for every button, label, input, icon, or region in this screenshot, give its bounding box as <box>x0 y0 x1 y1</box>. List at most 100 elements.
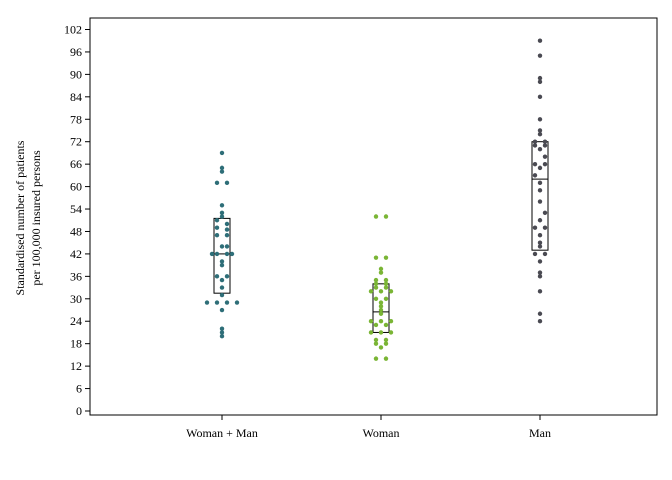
y-tick-label: 90 <box>70 67 82 81</box>
data-point <box>542 251 548 257</box>
y-tick-label: 102 <box>64 23 82 37</box>
data-point <box>378 319 384 324</box>
x-axis: Woman + Man Woman Man <box>186 415 551 440</box>
data-point <box>532 161 538 167</box>
data-point <box>378 345 384 350</box>
data-point <box>219 169 225 174</box>
y-tick-label: 36 <box>70 269 82 283</box>
data-point <box>373 356 379 361</box>
data-point <box>383 255 389 260</box>
data-point <box>219 285 225 290</box>
data-point <box>373 285 379 290</box>
plot-frame <box>89 17 658 416</box>
data-point <box>219 210 225 215</box>
data-point <box>537 270 543 275</box>
data-point <box>204 300 210 305</box>
x-tick-label: Woman <box>362 426 399 440</box>
data-point <box>537 75 543 81</box>
data-point <box>537 180 543 186</box>
data-point <box>373 281 379 287</box>
data-point <box>532 139 538 144</box>
data-point <box>219 244 225 249</box>
data-point <box>219 262 225 268</box>
data-point <box>383 337 389 343</box>
data-point <box>214 233 220 238</box>
data-point <box>383 296 389 301</box>
data-point <box>219 259 225 264</box>
data-point <box>532 173 538 178</box>
y-tick-label: 96 <box>70 45 82 59</box>
data-point <box>214 218 220 223</box>
x-tick-label: Man <box>529 426 551 440</box>
data-point <box>378 266 384 272</box>
y-tick-label: 0 <box>76 404 82 418</box>
data-point <box>224 180 230 186</box>
data-point <box>388 319 394 324</box>
data-point <box>373 322 379 328</box>
data-point <box>219 330 225 335</box>
data-point <box>219 214 225 219</box>
data-point <box>537 233 543 238</box>
x-tick-label: Woman + Man <box>186 426 258 440</box>
data-point <box>383 341 389 346</box>
y-tick-label: 78 <box>70 112 82 126</box>
points-layer <box>204 38 548 361</box>
data-point <box>378 289 384 294</box>
y-tick-label: 48 <box>70 224 82 238</box>
data-point <box>224 227 230 232</box>
data-point <box>219 203 225 208</box>
data-point <box>219 333 225 339</box>
data-point <box>383 356 389 361</box>
data-point <box>219 326 225 331</box>
data-point <box>373 337 379 343</box>
data-point <box>542 154 548 159</box>
data-point <box>537 188 543 193</box>
data-point <box>219 292 225 298</box>
data-point <box>234 300 240 305</box>
data-point <box>219 165 225 171</box>
data-point <box>537 218 543 223</box>
data-point <box>214 274 220 279</box>
data-point <box>537 53 543 58</box>
data-point <box>388 330 394 335</box>
data-point <box>368 289 374 294</box>
y-tick-label: 72 <box>70 135 82 149</box>
data-point <box>537 38 543 43</box>
data-point <box>537 132 543 137</box>
y-tick-label: 30 <box>70 292 82 306</box>
data-point <box>224 221 230 227</box>
data-point <box>219 277 225 283</box>
data-point <box>537 146 543 152</box>
y-axis-title-line-1: Standardised number of patients <box>13 140 27 295</box>
y-tick-label: 24 <box>70 314 82 328</box>
data-point <box>537 274 543 279</box>
data-point <box>378 270 384 275</box>
data-point <box>368 319 374 324</box>
y-tick-label: 6 <box>76 382 82 396</box>
data-point <box>383 285 389 290</box>
data-point <box>537 259 543 264</box>
data-point <box>378 330 384 335</box>
data-point <box>378 300 384 305</box>
data-point <box>373 341 379 346</box>
y-tick-label: 42 <box>70 247 82 261</box>
data-point <box>378 307 384 313</box>
data-point <box>532 225 538 230</box>
y-tick-label: 18 <box>70 337 82 351</box>
data-point <box>373 277 379 283</box>
data-point <box>214 180 220 186</box>
y-tick-label: 54 <box>70 202 82 216</box>
data-point <box>537 244 543 249</box>
y-tick-label: 66 <box>70 157 82 171</box>
data-point <box>224 233 230 238</box>
data-point <box>537 117 543 122</box>
y-tick-label: 12 <box>70 359 82 373</box>
data-point <box>373 214 379 219</box>
data-point <box>224 251 230 257</box>
data-point <box>214 225 220 230</box>
data-point <box>214 300 220 305</box>
data-point <box>542 139 548 144</box>
data-point <box>209 251 215 257</box>
data-point <box>378 311 384 316</box>
data-point <box>224 274 230 279</box>
